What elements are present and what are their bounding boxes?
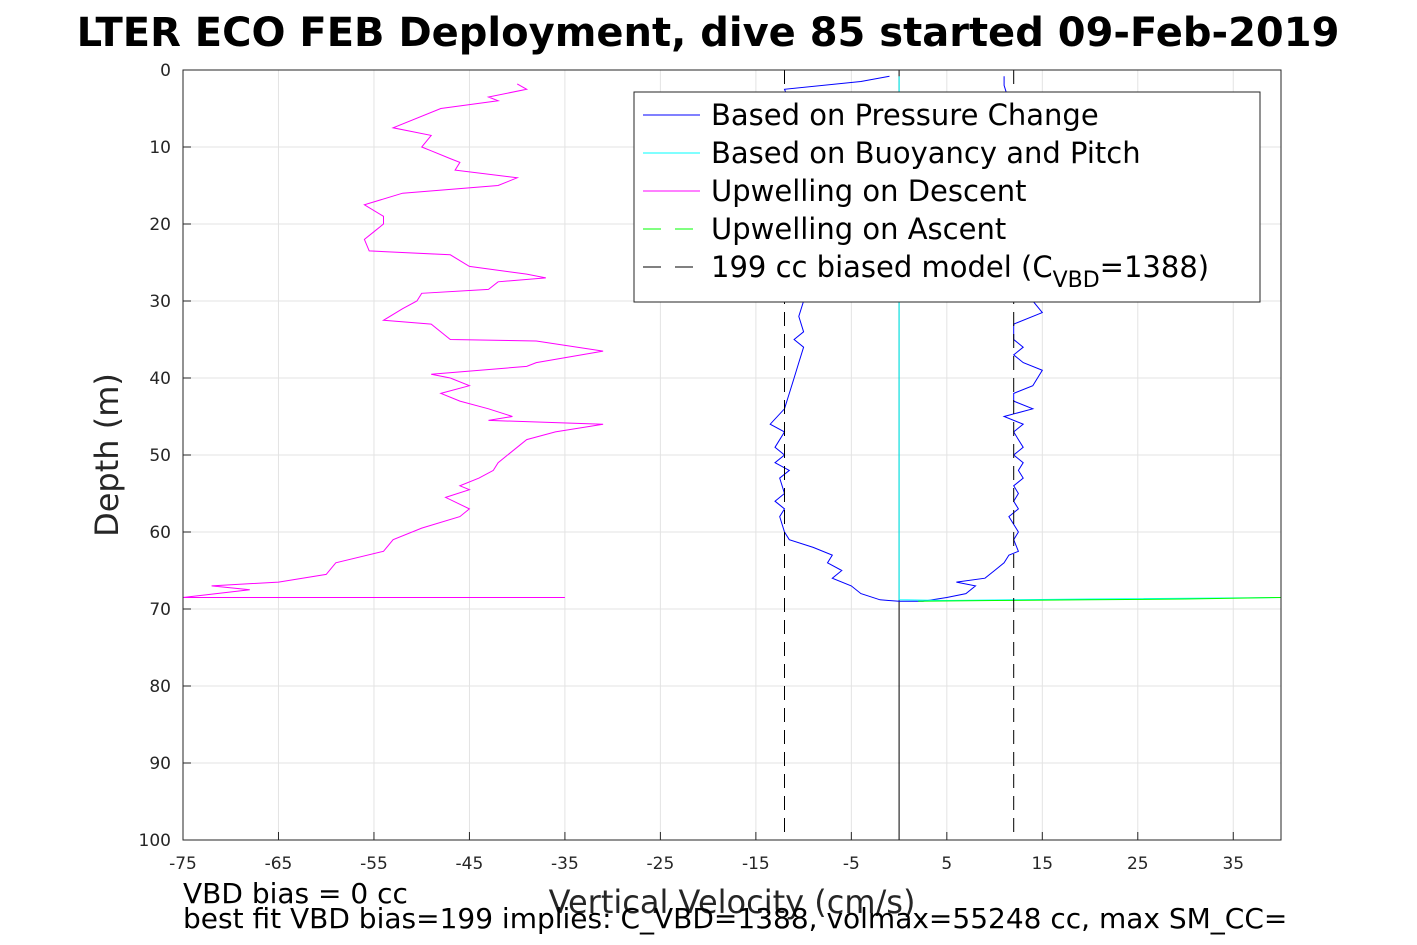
x-tick-label: -45 xyxy=(456,854,484,874)
y-tick-label: 60 xyxy=(149,523,171,543)
y-tick-label: 10 xyxy=(149,138,171,158)
y-axis-label: Depth (m) xyxy=(88,373,126,537)
y-tick-label: 100 xyxy=(139,831,171,851)
y-tick-label: 50 xyxy=(149,446,171,466)
x-tick-label: -75 xyxy=(169,854,197,874)
legend-label: Upwelling on Descent xyxy=(711,174,1027,208)
series-upwelling-on-descent xyxy=(182,83,604,598)
legend-label: Based on Buoyancy and Pitch xyxy=(711,136,1141,170)
y-tick-label: 20 xyxy=(149,215,171,235)
x-tick-label: 15 xyxy=(1031,854,1053,874)
x-tick-label: 25 xyxy=(1127,854,1149,874)
axes-frame xyxy=(182,69,1282,841)
x-tick-label: -5 xyxy=(843,854,860,874)
legend-label-subscript: VBD xyxy=(1053,268,1100,293)
x-tick-label: -35 xyxy=(551,854,579,874)
x-tick-label: -25 xyxy=(647,854,675,874)
series-upwelling-on-ascent xyxy=(918,597,1282,602)
x-axis-ticks: -75 -65 -55 -45 -35 -25 -15 -5 5 15 25 35 xyxy=(169,832,1244,874)
y-tick-label: 80 xyxy=(149,677,171,697)
y-tick-label: 40 xyxy=(149,369,171,389)
legend-label: Based on Pressure Change xyxy=(711,98,1099,132)
y-tick-label: 30 xyxy=(149,292,171,312)
x-tick-label: -55 xyxy=(360,854,388,874)
x-axis-label: Vertical Velocity (cm/s) xyxy=(549,883,916,921)
x-tick-label: 35 xyxy=(1222,854,1244,874)
legend-box xyxy=(633,91,1261,303)
best-fit-note: best fit VBD bias=199 implies: C_VBD=138… xyxy=(183,902,1287,935)
y-tick-label: 90 xyxy=(149,754,171,774)
y-axis-ticks: 0 10 20 30 40 50 60 70 80 90 100 xyxy=(139,61,191,851)
legend-label: Upwelling on Ascent xyxy=(711,212,1006,246)
legend-label-tail: =1388) xyxy=(1100,250,1209,284)
legend: Based on Pressure Change Based on Buoyanc… xyxy=(633,91,1261,303)
y-tick-label: 70 xyxy=(149,600,171,620)
series-based-on-buoyancy-and-pitch xyxy=(898,76,1282,602)
x-tick-label: -15 xyxy=(742,854,770,874)
chart-title: LTER ECO FEB Deployment, dive 85 started… xyxy=(77,10,1340,56)
vbd-bias-note: VBD bias = 0 cc xyxy=(183,877,408,910)
x-tick-label: -65 xyxy=(265,854,293,874)
y-tick-label: 0 xyxy=(160,61,171,81)
series-based-on-pressure-change xyxy=(769,75,1044,602)
x-tick-label: 5 xyxy=(941,854,952,874)
